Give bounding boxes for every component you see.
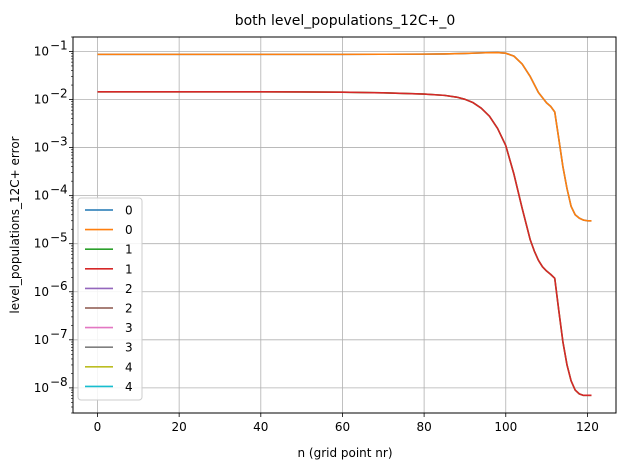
y-tick-exponent: −8 — [50, 375, 68, 389]
grid — [73, 37, 616, 413]
legend-label: 4 — [125, 380, 133, 394]
y-tick-base: 10 — [34, 93, 49, 107]
x-tick-label: 80 — [416, 420, 431, 434]
x-tick-label: 100 — [494, 420, 517, 434]
y-tick-base: 10 — [34, 333, 49, 347]
legend: 0 0 1 1 2 2 3 3 4 4 — [77, 197, 143, 401]
y-tick-exponent: −5 — [50, 231, 68, 245]
y-tick-base: 10 — [34, 141, 49, 155]
legend-label: 3 — [125, 341, 133, 355]
x-tick-label: 120 — [576, 420, 599, 434]
y-ticks: 10−810−710−610−510−410−310−210−1 — [34, 38, 73, 395]
y-tick-base: 10 — [34, 285, 49, 299]
y-tick-exponent: −4 — [50, 183, 68, 197]
y-tick-base: 10 — [34, 237, 49, 251]
series-lines — [97, 51, 592, 397]
x-tick-label: 20 — [172, 420, 187, 434]
plot-frame — [72, 36, 617, 414]
series-line-1 — [97, 51, 592, 222]
y-tick-label: 10 — [34, 381, 49, 395]
y-tick-exponent: −6 — [50, 279, 68, 293]
x-ticks: 0 20 40 60 80 100 120 — [94, 413, 599, 434]
series-line-3 — [97, 90, 592, 397]
legend-label: 1 — [125, 262, 133, 276]
y-tick-label: 10 — [34, 44, 49, 58]
legend-label: 0 — [125, 223, 133, 237]
legend-label: 2 — [125, 302, 133, 316]
legend-label: 0 — [125, 204, 133, 218]
y-tick-label: 10 — [34, 333, 49, 347]
y-tick-exponent: −2 — [50, 87, 68, 101]
x-tick-label: 40 — [253, 420, 268, 434]
y-tick-label: 10 — [34, 189, 49, 203]
y-tick-label: 10 — [34, 285, 49, 299]
y-tick-base: 10 — [34, 381, 49, 395]
y-axis-label: level_populations_12C+ error — [8, 136, 22, 313]
y-tick-label: 10 — [34, 141, 49, 155]
legend-label: 3 — [125, 321, 133, 335]
y-tick-base: 10 — [34, 189, 49, 203]
y-tick-label: 10 — [34, 237, 49, 251]
y-tick-exponent: −7 — [50, 327, 68, 341]
x-axis-label: n (grid point nr) — [297, 446, 392, 460]
y-tick-exponent: −3 — [50, 135, 68, 149]
legend-label: 2 — [125, 282, 133, 296]
legend-label: 4 — [125, 360, 133, 374]
x-tick-label: 60 — [335, 420, 350, 434]
x-tick-label: 0 — [94, 420, 102, 434]
chart-title: both level_populations_12C+_0 — [235, 13, 456, 29]
y-tick-exponent: −1 — [50, 38, 68, 52]
y-tick-label: 10 — [34, 93, 49, 107]
y-tick-base: 10 — [34, 44, 49, 58]
legend-label: 1 — [125, 243, 133, 257]
